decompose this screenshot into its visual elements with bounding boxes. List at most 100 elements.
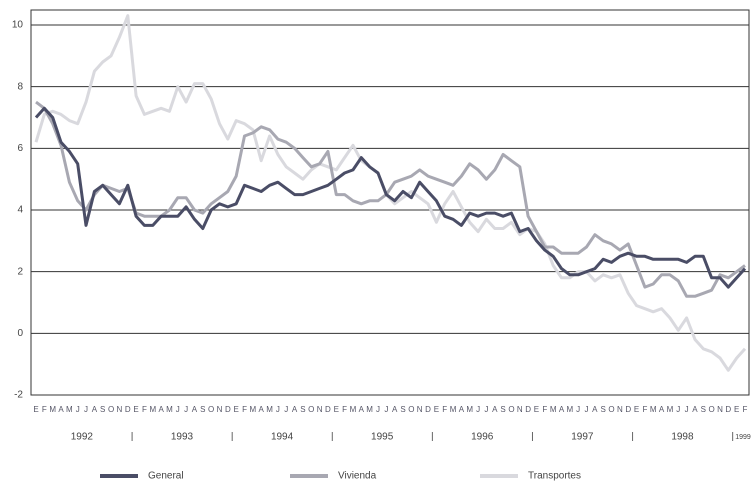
x-tick-label: J <box>384 405 388 414</box>
x-tick-label: O <box>208 405 214 414</box>
x-tick-label: M <box>350 405 357 414</box>
x-tick-label: J <box>685 405 689 414</box>
x-tick-label: E <box>234 405 239 414</box>
x-tick-label: A <box>592 405 598 414</box>
x-tick-label: N <box>517 405 523 414</box>
year-label: 1997 <box>571 432 594 443</box>
x-tick-label: J <box>284 405 288 414</box>
x-tick-label: J <box>76 405 80 414</box>
x-tick-label: F <box>142 405 147 414</box>
x-tick-label: E <box>734 405 739 414</box>
x-tick-label: A <box>459 405 465 414</box>
x-tick-label: O <box>108 405 114 414</box>
x-tick-label: D <box>725 405 731 414</box>
year-label: 1999 <box>735 434 751 441</box>
x-tick-label: M <box>266 405 273 414</box>
x-tick-label: N <box>117 405 123 414</box>
y-tick-label: 2 <box>17 266 23 277</box>
y-tick-label: 4 <box>17 205 23 216</box>
y-tick-label: -2 <box>14 390 23 401</box>
x-tick-label: E <box>634 405 639 414</box>
x-tick-label: M <box>650 405 657 414</box>
x-tick-label: N <box>617 405 623 414</box>
x-tick-label: S <box>500 405 505 414</box>
x-tick-label: J <box>184 405 188 414</box>
x-tick-label: E <box>133 405 138 414</box>
x-tick-label: A <box>392 405 398 414</box>
y-tick-label: 0 <box>17 328 23 339</box>
year-label: 1993 <box>171 432 194 443</box>
x-tick-label: J <box>476 405 480 414</box>
x-tick-label: J <box>376 405 380 414</box>
x-tick-label: A <box>259 405 265 414</box>
x-tick-label: F <box>342 405 347 414</box>
x-tick-label: M <box>550 405 557 414</box>
x-tick-label: E <box>534 405 539 414</box>
x-tick-label: S <box>300 405 305 414</box>
x-tick-label: M <box>49 405 56 414</box>
x-tick-label: S <box>601 405 606 414</box>
y-tick-label: 8 <box>17 81 23 92</box>
legend-label: Vivienda <box>338 471 377 482</box>
plot-frame <box>30 9 750 396</box>
legend-label: General <box>148 471 184 482</box>
x-tick-label: J <box>585 405 589 414</box>
x-tick-label: A <box>692 405 698 414</box>
year-label: 1994 <box>271 432 294 443</box>
x-tick-label: M <box>466 405 473 414</box>
x-tick-label: O <box>608 405 614 414</box>
x-tick-label: J <box>484 405 488 414</box>
x-tick-label: S <box>100 405 105 414</box>
x-tick-label: F <box>743 405 748 414</box>
year-label: 1995 <box>371 432 394 443</box>
year-label: 1996 <box>471 432 494 443</box>
x-tick-label: A <box>559 405 565 414</box>
year-label: 1992 <box>71 432 94 443</box>
x-tick-label: J <box>176 405 180 414</box>
x-tick-label: M <box>366 405 373 414</box>
x-tick-label: M <box>667 405 674 414</box>
x-tick-label: F <box>442 405 447 414</box>
x-tick-label: F <box>242 405 247 414</box>
x-tick-label: M <box>566 405 573 414</box>
x-tick-label: J <box>576 405 580 414</box>
x-tick-label: N <box>217 405 223 414</box>
series-line <box>34 14 747 372</box>
x-tick-label: S <box>400 405 405 414</box>
x-tick-label: F <box>642 405 647 414</box>
x-tick-label: F <box>42 405 47 414</box>
x-tick-label: A <box>492 405 498 414</box>
x-tick-label: E <box>33 405 38 414</box>
year-label: 1998 <box>671 432 694 443</box>
x-tick-label: M <box>250 405 257 414</box>
x-tick-label: O <box>709 405 715 414</box>
x-tick-label: A <box>192 405 198 414</box>
x-tick-label: D <box>625 405 631 414</box>
x-tick-label: E <box>334 405 339 414</box>
x-tick-label: N <box>417 405 423 414</box>
x-tick-label: D <box>525 405 531 414</box>
x-tick-label: M <box>450 405 457 414</box>
series-line <box>34 106 747 289</box>
x-tick-label: O <box>308 405 314 414</box>
x-tick-label: M <box>66 405 73 414</box>
x-tick-label: O <box>508 405 514 414</box>
x-tick-label: J <box>676 405 680 414</box>
x-tick-label: A <box>659 405 665 414</box>
x-tick-label: D <box>425 405 431 414</box>
x-tick-label: A <box>58 405 64 414</box>
x-tick-label: O <box>408 405 414 414</box>
x-tick-label: D <box>125 405 131 414</box>
x-tick-label: S <box>701 405 706 414</box>
x-tick-label: J <box>276 405 280 414</box>
legend-label: Transportes <box>528 471 581 482</box>
x-tick-label: N <box>317 405 323 414</box>
x-tick-label: S <box>200 405 205 414</box>
x-tick-label: D <box>225 405 231 414</box>
x-tick-label: A <box>92 405 98 414</box>
x-tick-label: A <box>359 405 365 414</box>
series-line <box>35 100 746 298</box>
x-tick-label: M <box>166 405 173 414</box>
x-tick-label: D <box>325 405 331 414</box>
